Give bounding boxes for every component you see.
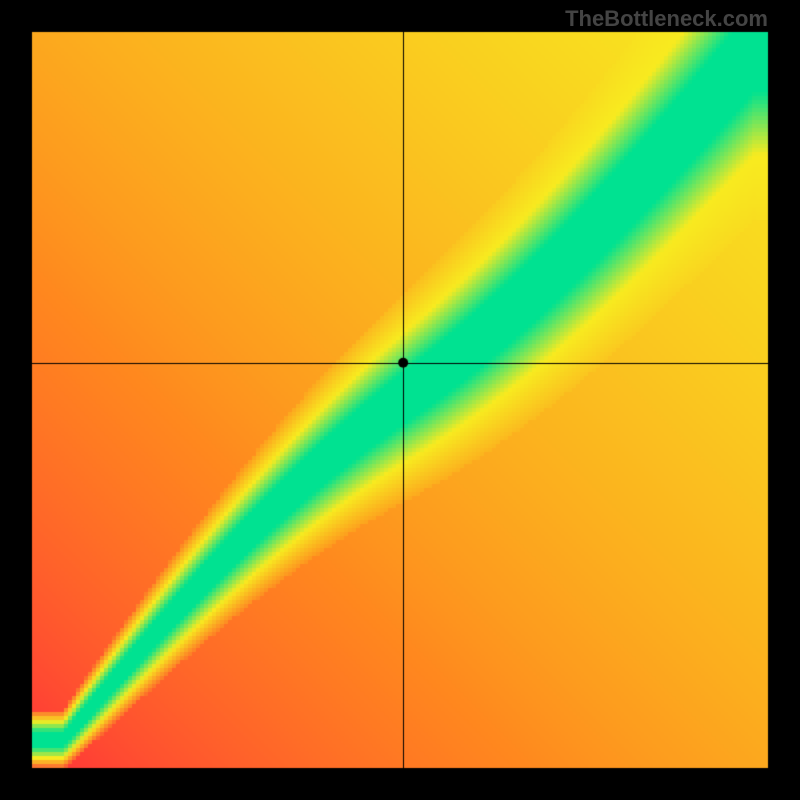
watermark-text: TheBottleneck.com: [565, 6, 768, 32]
bottleneck-heatmap: [0, 0, 800, 800]
